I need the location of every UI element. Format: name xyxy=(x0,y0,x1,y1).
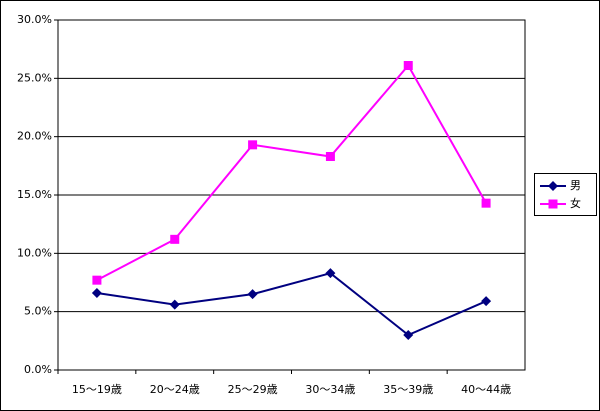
marker xyxy=(481,198,491,208)
series-line xyxy=(96,63,487,282)
x-tick-label: 30〜34歳 xyxy=(305,383,355,396)
y-tick-label: 0.0% xyxy=(24,363,52,376)
x-tick-label: 20〜24歳 xyxy=(150,383,200,396)
x-tick-label: 25〜29歳 xyxy=(228,383,278,396)
marker xyxy=(403,61,413,70)
y-tick-label: 15.0% xyxy=(17,188,52,201)
marker xyxy=(170,234,180,244)
marker xyxy=(325,268,336,279)
series-line xyxy=(96,272,487,337)
marker xyxy=(325,152,335,161)
x-tick-label: 40〜44歳 xyxy=(461,383,511,396)
marker xyxy=(91,288,102,298)
x-tick-label: 35〜39歳 xyxy=(383,383,433,396)
legend-box xyxy=(534,173,597,216)
marker xyxy=(248,140,258,150)
legend-label: 女 xyxy=(570,196,581,210)
marker xyxy=(92,275,102,285)
marker xyxy=(481,296,492,307)
y-tick-label: 30.0% xyxy=(17,13,52,26)
marker xyxy=(169,299,180,310)
marker xyxy=(403,330,414,340)
legend-marker xyxy=(548,199,558,209)
x-tick-label: 15〜19歳 xyxy=(72,383,122,396)
y-tick-label: 20.0% xyxy=(17,130,52,143)
legend-marker xyxy=(548,181,558,191)
y-tick-label: 25.0% xyxy=(17,71,52,84)
legend-label: 男 xyxy=(570,179,581,192)
y-tick-label: 10.0% xyxy=(17,246,52,259)
marker xyxy=(247,289,258,300)
y-tick-label: 5.0% xyxy=(24,305,52,318)
